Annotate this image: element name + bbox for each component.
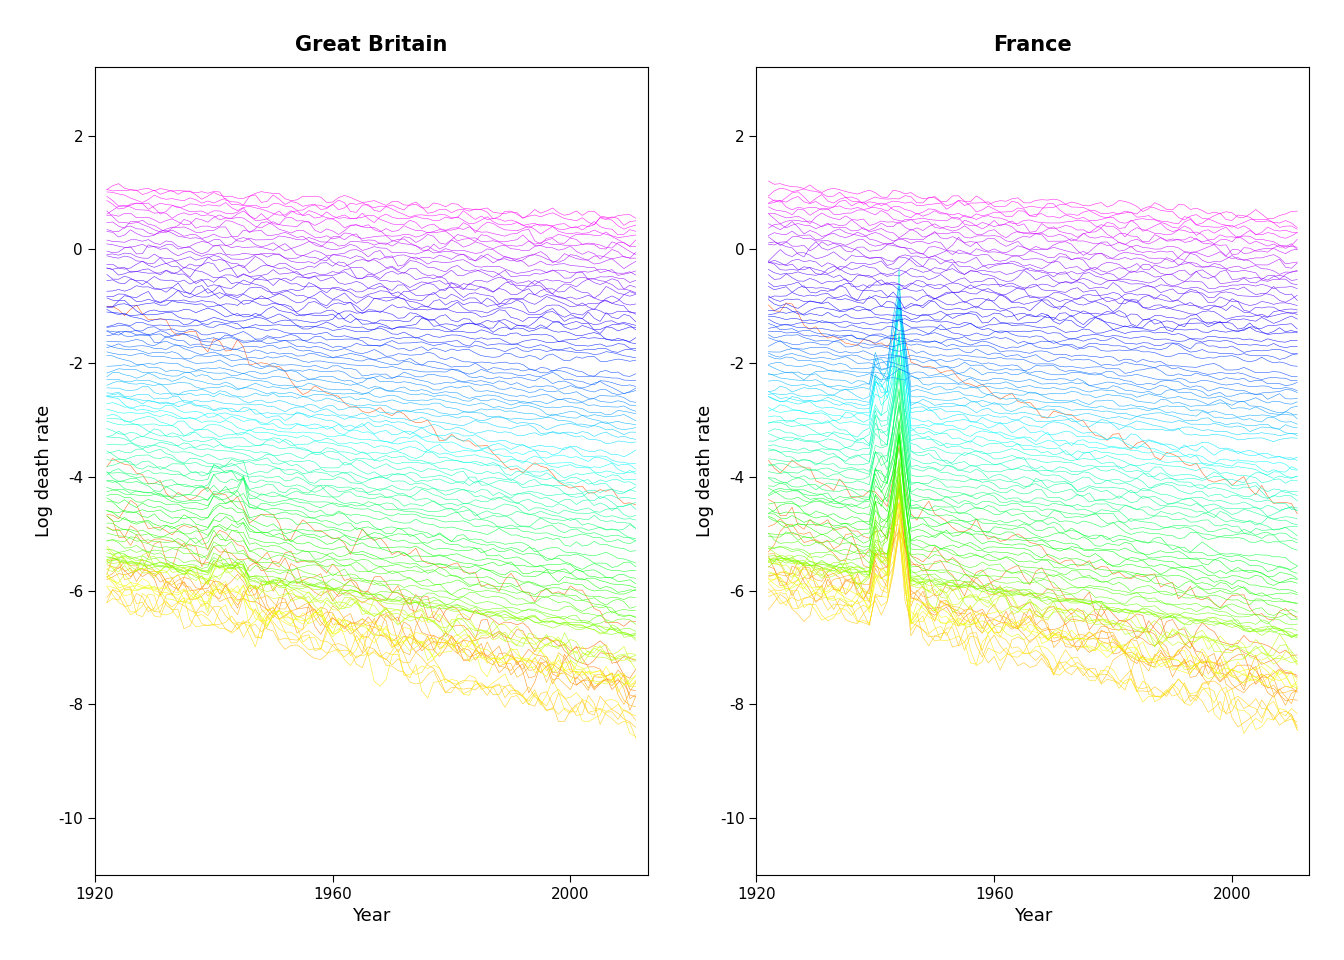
Title: Great Britain: Great Britain (296, 35, 448, 55)
Y-axis label: Log death rate: Log death rate (35, 405, 52, 538)
Y-axis label: Log death rate: Log death rate (696, 405, 714, 538)
X-axis label: Year: Year (1013, 907, 1052, 925)
Title: France: France (993, 35, 1073, 55)
X-axis label: Year: Year (352, 907, 391, 925)
